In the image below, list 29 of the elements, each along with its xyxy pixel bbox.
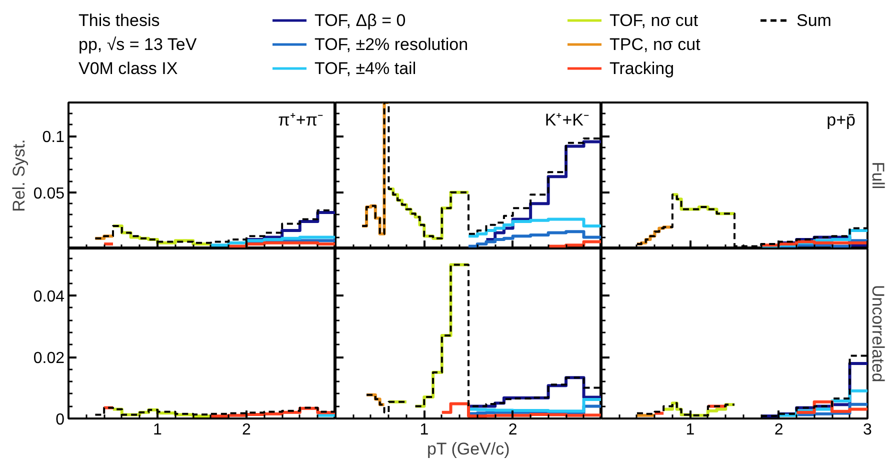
text: Full (868, 162, 888, 190)
text: π⁺+π⁻ (278, 110, 324, 130)
x-tick-label: 1 (153, 422, 162, 438)
x-tick-label: 3 (863, 422, 872, 438)
legend-label: Tracking (610, 59, 674, 78)
x-axis-title: pT (GeV/c) (426, 440, 510, 458)
y-tick-label: 0.1 (42, 129, 65, 146)
text: Uncorrelated (868, 284, 888, 382)
text: K⁺+K⁻ (544, 110, 590, 130)
text: This thesis (78, 11, 160, 30)
x-tick-label: 2 (242, 422, 252, 438)
legend-label: Sum (796, 11, 832, 30)
text: V0M class IX (78, 59, 178, 78)
legend-label: TOF, nσ cut (610, 11, 698, 30)
legend-label: TPC, nσ cut (610, 35, 701, 54)
legend-label: TOF, ±4% tail (314, 59, 416, 78)
text: p+p̄ (826, 110, 856, 130)
legend-label: TOF, Δβ = 0 (314, 11, 406, 30)
x-tick-label: 1 (420, 422, 429, 438)
text: pp, √s = 13 TeV (78, 35, 198, 54)
y-tick-label: 0.05 (33, 185, 65, 202)
x-tick-label: 2 (774, 422, 784, 438)
x-tick-label: 1 (686, 422, 695, 438)
y-tick-label: 0.02 (33, 350, 65, 368)
y-axis-title: Rel. Syst. (9, 139, 28, 212)
x-tick-label: 2 (508, 422, 518, 438)
y-tick-label: 0.04 (33, 288, 65, 306)
legend-label: TOF, ±2% resolution (314, 35, 468, 54)
y-tick-label: 0 (56, 412, 65, 428)
